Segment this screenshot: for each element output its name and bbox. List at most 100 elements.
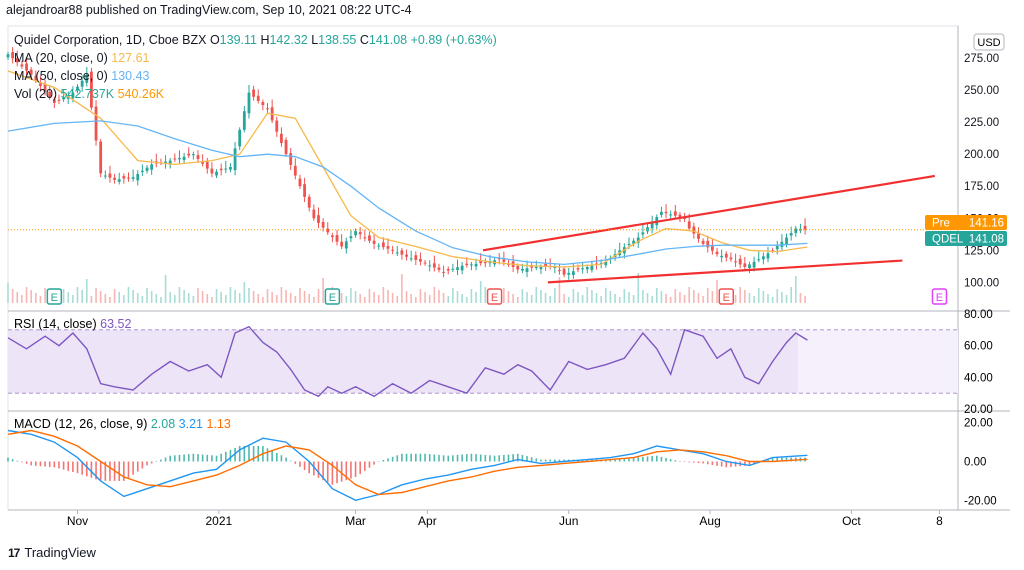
macd-histogram-bar xyxy=(725,461,728,468)
volume-bar xyxy=(706,288,709,303)
price-tag-bg xyxy=(925,231,1007,246)
volume-bar xyxy=(25,287,28,303)
candle-body xyxy=(456,267,459,270)
candle-body xyxy=(757,259,761,261)
candle-body xyxy=(275,120,279,132)
volume-bar xyxy=(280,287,283,303)
volume-bar xyxy=(257,294,260,303)
volume-bar xyxy=(679,292,681,303)
candle-body xyxy=(131,177,135,179)
candle-body xyxy=(48,91,52,98)
macd-histogram-bar xyxy=(753,461,755,464)
candle-body xyxy=(400,250,404,255)
candle-body xyxy=(187,153,191,156)
candle-body xyxy=(252,89,256,97)
indicator-label: Vol (20) xyxy=(14,87,61,101)
volume-bar xyxy=(628,292,630,303)
candle-body xyxy=(497,258,501,260)
indicator-legend: MA (20, close, 0) 127.61 xyxy=(14,51,150,65)
macd-tick-label: 0.00 xyxy=(964,457,986,469)
indicator-value: 542.737K xyxy=(61,87,115,101)
y-tick-label: 225.00 xyxy=(964,117,999,129)
candle-body xyxy=(516,265,520,270)
rsi-band-ext xyxy=(798,329,958,394)
volume-bar xyxy=(368,289,371,303)
volume-bar xyxy=(113,289,116,303)
volume-bar xyxy=(452,288,454,303)
candle-body xyxy=(729,257,733,260)
indicator-legend: Vol (20) 542.737K 540.26K xyxy=(14,87,165,101)
x-tick-label: Mar xyxy=(345,514,366,528)
macd-hist-value: 2.08 xyxy=(151,417,179,431)
ma50-line xyxy=(7,120,808,266)
macd-histogram-bar xyxy=(48,461,51,467)
macd-histogram-bar xyxy=(299,461,301,467)
macd-histogram-bar xyxy=(104,461,107,481)
x-tick-label: Nov xyxy=(67,514,88,528)
earnings-label: E xyxy=(491,292,498,304)
candle-body xyxy=(470,264,473,266)
macd-histogram-bar xyxy=(248,445,250,462)
candle-body xyxy=(697,233,700,239)
macd-histogram-bar xyxy=(554,459,556,462)
y-tick-label: 200.00 xyxy=(964,149,999,161)
earnings-marker xyxy=(931,288,948,305)
macd-histogram-bar xyxy=(637,457,640,462)
x-tick-label: Jun xyxy=(559,514,578,528)
volume-bar xyxy=(136,293,139,303)
candle-body xyxy=(247,92,251,114)
volume-bar xyxy=(401,274,403,303)
candle-body xyxy=(178,158,181,160)
volume-bar xyxy=(391,293,394,303)
macd-value: 3.21 xyxy=(179,417,207,431)
volume-bar xyxy=(442,293,445,303)
macd-histogram-bar xyxy=(308,461,311,474)
macd-histogram-bar xyxy=(141,461,144,469)
macd-histogram-bar xyxy=(452,455,454,462)
candle-body xyxy=(381,242,385,248)
volume-bar xyxy=(438,290,440,303)
volume-bar xyxy=(577,292,579,303)
candle-body xyxy=(99,141,103,174)
legend-part: +0.89 (+0.63%) xyxy=(407,33,497,47)
macd-histogram-bar xyxy=(470,453,473,462)
candle-body xyxy=(562,268,566,275)
volume-bar xyxy=(785,295,788,303)
volume-bar xyxy=(618,297,621,303)
volume-bar xyxy=(146,288,148,303)
volume-bar xyxy=(220,292,222,303)
macd-histogram-bar xyxy=(197,454,199,462)
candle-body xyxy=(525,268,529,272)
candle-body xyxy=(377,245,381,247)
volume-bar xyxy=(433,287,436,303)
macd-histogram-bar xyxy=(364,461,366,471)
volume-bar xyxy=(753,296,755,303)
candle-body xyxy=(775,246,779,250)
candle-body xyxy=(451,268,455,270)
candle-body xyxy=(363,237,367,239)
candle-body xyxy=(789,233,793,236)
volume-bar xyxy=(762,291,765,303)
volume-bar xyxy=(169,292,171,303)
macd-histogram-bar xyxy=(447,455,450,462)
volume-bar xyxy=(799,293,802,303)
footer[interactable]: 17 TradingView xyxy=(8,545,96,560)
macd-histogram-bar xyxy=(336,461,338,484)
macd-histogram-bar xyxy=(716,461,718,466)
candle-body xyxy=(52,99,56,103)
volume-bar xyxy=(757,288,760,303)
macd-histogram-bar xyxy=(642,456,644,462)
volume-bar xyxy=(377,295,380,303)
volume-bar xyxy=(790,287,792,303)
macd-histogram-bar xyxy=(767,459,769,462)
candle-body xyxy=(534,266,538,268)
candle-body xyxy=(15,58,19,63)
macd-histogram-bar xyxy=(99,461,102,481)
volume-bar xyxy=(99,291,102,303)
volume-bar xyxy=(744,290,746,303)
macd-histogram-bar xyxy=(646,456,649,462)
volume-bar xyxy=(354,291,357,303)
macd-histogram-bar xyxy=(465,454,468,462)
candle-body xyxy=(405,254,408,257)
